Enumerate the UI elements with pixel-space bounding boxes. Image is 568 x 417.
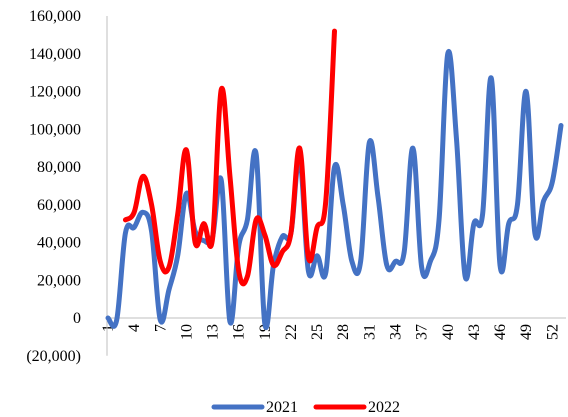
- legend-label-2021: 2021: [266, 399, 298, 416]
- x-tick-label: 22: [283, 324, 300, 340]
- x-tick-label: 16: [231, 324, 248, 340]
- y-axis-tick-labels: (20,000) 0 20,000 40,000 60,000 80,000 100,000…: [26, 8, 81, 365]
- legend: 2021 2022: [211, 399, 400, 416]
- series-line-2021: [105, 49, 564, 330]
- y-tick-label: 80,000: [37, 159, 81, 176]
- x-tick-label: 28: [335, 324, 352, 340]
- y-tick-label: 20,000: [37, 272, 81, 289]
- x-tick-label: 37: [414, 324, 431, 340]
- x-tick-label: 31: [361, 324, 378, 340]
- x-tick-label: 7: [152, 324, 169, 332]
- x-tick-label: 43: [466, 324, 483, 340]
- x-tick-label: 1: [100, 324, 117, 332]
- x-tick-label: 4: [126, 324, 143, 332]
- y-tick-label: 60,000: [37, 197, 81, 214]
- y-tick-label: 100,000: [29, 121, 81, 138]
- x-tick-label: 25: [309, 324, 326, 340]
- x-tick-label: 49: [518, 324, 535, 340]
- y-tick-label: 0: [73, 310, 81, 327]
- series-line-2022: [122, 28, 337, 287]
- x-tick-label: 52: [544, 324, 561, 340]
- x-tick-label: 40: [440, 324, 457, 340]
- x-tick-label: 46: [492, 324, 509, 340]
- y-tick-label: 120,000: [29, 84, 81, 101]
- y-tick-label: (20,000): [26, 348, 81, 365]
- x-tick-label: 10: [178, 324, 195, 340]
- series-lines: [105, 28, 564, 330]
- x-tick-label: 13: [205, 324, 222, 340]
- x-tick-label: 34: [387, 324, 404, 340]
- legend-label-2022: 2022: [368, 399, 400, 416]
- x-tick-label: 19: [257, 324, 274, 340]
- y-tick-label: 160,000: [29, 8, 81, 25]
- y-tick-label: 40,000: [37, 235, 81, 252]
- x-axis-tick-labels: 1 4 7 10 13 16 19 22 25 28 31 34 37 40 43 46 49 52: [100, 324, 561, 340]
- y-tick-label: 140,000: [29, 46, 81, 63]
